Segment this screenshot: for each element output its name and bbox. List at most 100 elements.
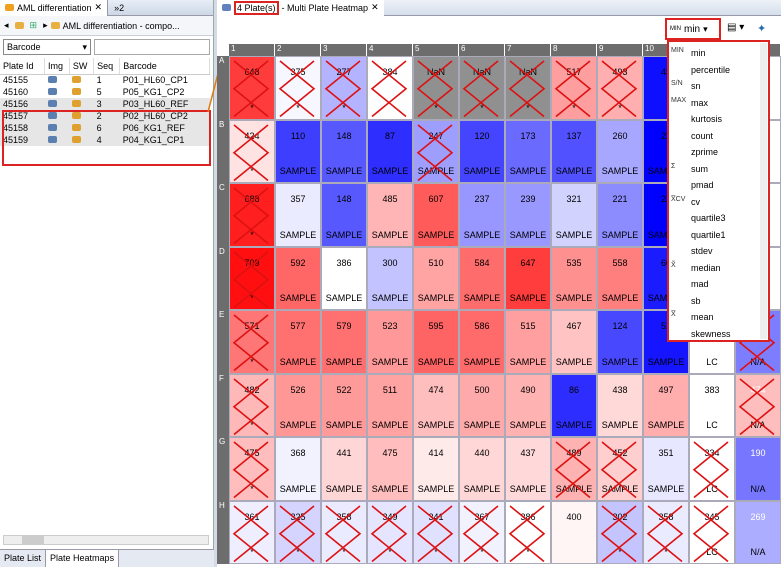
well-cell[interactable]: 239 SAMPLE (505, 183, 551, 247)
well-cell[interactable]: 358 * (321, 500, 367, 564)
stat-select[interactable]: MIN min ▾ (665, 18, 721, 40)
scroll-thumb[interactable] (22, 536, 44, 544)
well-cell[interactable]: 269 N/A (735, 500, 781, 564)
well-cell[interactable]: 482 * (229, 373, 275, 437)
well-cell[interactable]: 709 * (229, 246, 275, 310)
well-cell[interactable]: 647 SAMPLE (505, 246, 551, 310)
well-cell[interactable]: 124 SAMPLE (597, 310, 643, 374)
column-header[interactable]: Plate Id (0, 58, 46, 75)
well-cell[interactable]: 515 SAMPLE (505, 310, 551, 374)
well-cell[interactable]: 302 * (597, 500, 643, 564)
well-cell[interactable]: 367 * (459, 500, 505, 564)
well-cell[interactable]: 438 SAMPLE (597, 373, 643, 437)
table-row[interactable]: 45156 3 P03_HL60_REF (0, 98, 210, 110)
well-cell[interactable]: 110 SAMPLE (275, 119, 321, 183)
filter-select[interactable]: Barcode ▾ (3, 39, 91, 55)
well-cell[interactable]: NaN * (459, 56, 505, 120)
well-cell[interactable]: 148 SAMPLE (321, 119, 367, 183)
stat-option-mad[interactable]: mad (691, 279, 709, 289)
well-cell[interactable]: 526 SAMPLE (275, 373, 321, 437)
stat-option-skewness[interactable]: skewness (691, 328, 731, 339)
stat-option-max[interactable]: max (691, 97, 709, 108)
well-cell[interactable]: 173 SAMPLE (505, 119, 551, 183)
well-cell[interactable]: 571 * (229, 310, 275, 374)
column-header[interactable]: SW (69, 58, 95, 75)
well-cell[interactable]: 237 SAMPLE (459, 183, 505, 247)
folder-icon[interactable] (14, 22, 24, 29)
well-cell[interactable]: 497 SAMPLE (643, 373, 689, 437)
tree-icon[interactable]: ⊞ (29, 20, 38, 30)
horizontal-scrollbar[interactable] (3, 535, 209, 545)
well-cell[interactable]: 386 SAMPLE (321, 246, 367, 310)
well-cell[interactable]: 87 SAMPLE (367, 119, 413, 183)
stat-option-sum[interactable]: sum (691, 163, 709, 174)
stat-option-pmad[interactable]: pmad (691, 180, 714, 190)
well-cell[interactable]: 120 SAMPLE (459, 119, 505, 183)
well-cell[interactable]: 221 SAMPLE (597, 183, 643, 247)
well-cell[interactable]: 510 SAMPLE (413, 246, 459, 310)
filter-input[interactable] (94, 39, 210, 55)
well-cell[interactable]: 607 SAMPLE (413, 183, 459, 247)
well-cell[interactable]: 474 N/A (735, 373, 781, 437)
well-cell[interactable]: 300 SAMPLE (367, 246, 413, 310)
well-cell[interactable]: 493 * (597, 56, 643, 120)
table-row[interactable]: 45157 2 P02_HL60_CP2 (0, 110, 210, 122)
well-cell[interactable]: 358 * (643, 500, 689, 564)
well-cell[interactable]: 489 SAMPLE (551, 437, 597, 501)
well-cell[interactable]: 260 SAMPLE (597, 119, 643, 183)
well-cell[interactable]: 400 (551, 500, 597, 564)
well-cell[interactable]: 500 SAMPLE (459, 373, 505, 437)
well-cell[interactable]: 361 * (229, 500, 275, 564)
stat-option-percentile[interactable]: percentile (691, 64, 731, 75)
close-icon[interactable]: ✕ (371, 2, 379, 12)
well-cell[interactable]: 467 SAMPLE (551, 310, 597, 374)
back-arrow-icon[interactable]: ◂ (4, 20, 9, 30)
stat-option-zprime[interactable]: zprime (691, 147, 719, 157)
stat-option-kurtosis[interactable]: kurtosis (691, 114, 723, 124)
well-cell[interactable]: 441 SAMPLE (321, 437, 367, 501)
well-cell[interactable]: 440 SAMPLE (459, 437, 505, 501)
well-cell[interactable]: 386 * (505, 500, 551, 564)
well-cell[interactable]: 688 * (229, 183, 275, 247)
well-cell[interactable]: 383 LC (689, 373, 735, 437)
well-cell[interactable]: 375 * (275, 56, 321, 120)
well-cell[interactable]: 474 SAMPLE (413, 373, 459, 437)
well-cell[interactable]: 595 SAMPLE (413, 310, 459, 374)
well-cell[interactable]: 368 SAMPLE (275, 437, 321, 501)
stat-option-min[interactable]: min (691, 48, 706, 58)
more-tabs-button[interactable]: »2 (114, 2, 125, 13)
well-cell[interactable]: 190 N/A (735, 437, 781, 501)
well-cell[interactable]: 475 SAMPLE (367, 437, 413, 501)
well-cell[interactable]: 277 * (321, 56, 367, 120)
well-cell[interactable]: 511 SAMPLE (367, 373, 413, 437)
well-cell[interactable]: 148 SAMPLE (321, 183, 367, 247)
stat-option-count[interactable]: count (691, 130, 714, 141)
column-header[interactable]: Img (44, 58, 70, 75)
pin-icon[interactable]: ✦ (757, 23, 767, 35)
stat-option-quartile1[interactable]: quartile1 (691, 229, 726, 240)
well-cell[interactable]: 384 (367, 56, 413, 120)
well-cell[interactable]: 485 SAMPLE (367, 183, 413, 247)
well-cell[interactable]: 586 SAMPLE (459, 310, 505, 374)
breadcrumb[interactable]: ▸ AML differentiation - compo... (43, 20, 180, 31)
well-cell[interactable]: 345 LC (689, 500, 735, 564)
well-cell[interactable]: 558 SAMPLE (597, 246, 643, 310)
well-cell[interactable]: 577 SAMPLE (275, 310, 321, 374)
well-cell[interactable]: 490 SAMPLE (505, 373, 551, 437)
close-icon[interactable]: ✕ (94, 2, 103, 12)
well-cell[interactable]: 247 SAMPLE (413, 119, 459, 183)
stat-option-quartile3[interactable]: quartile3 (691, 213, 726, 223)
well-cell[interactable]: 517 * (551, 56, 597, 120)
well-cell[interactable]: 584 SAMPLE (459, 246, 505, 310)
stat-option-stdev[interactable]: stdev (691, 246, 713, 256)
well-cell[interactable]: 475 * (229, 437, 275, 501)
well-cell[interactable]: 349 * (367, 500, 413, 564)
well-cell[interactable]: 452 SAMPLE (597, 437, 643, 501)
well-cell[interactable]: 321 SAMPLE (551, 183, 597, 247)
stat-option-cv[interactable]: cv (691, 196, 700, 207)
tab-plate-heatmaps[interactable]: Plate Heatmaps (46, 550, 120, 567)
table-row[interactable]: 45160 5 P05_KG1_CP2 (0, 86, 210, 98)
well-cell[interactable]: NaN * (413, 56, 459, 120)
well-cell[interactable]: 535 SAMPLE (551, 246, 597, 310)
tab-multi-plate-heatmap[interactable]: 4 Plate(s) - Multi Plate Heatmap ✕ (217, 0, 384, 16)
